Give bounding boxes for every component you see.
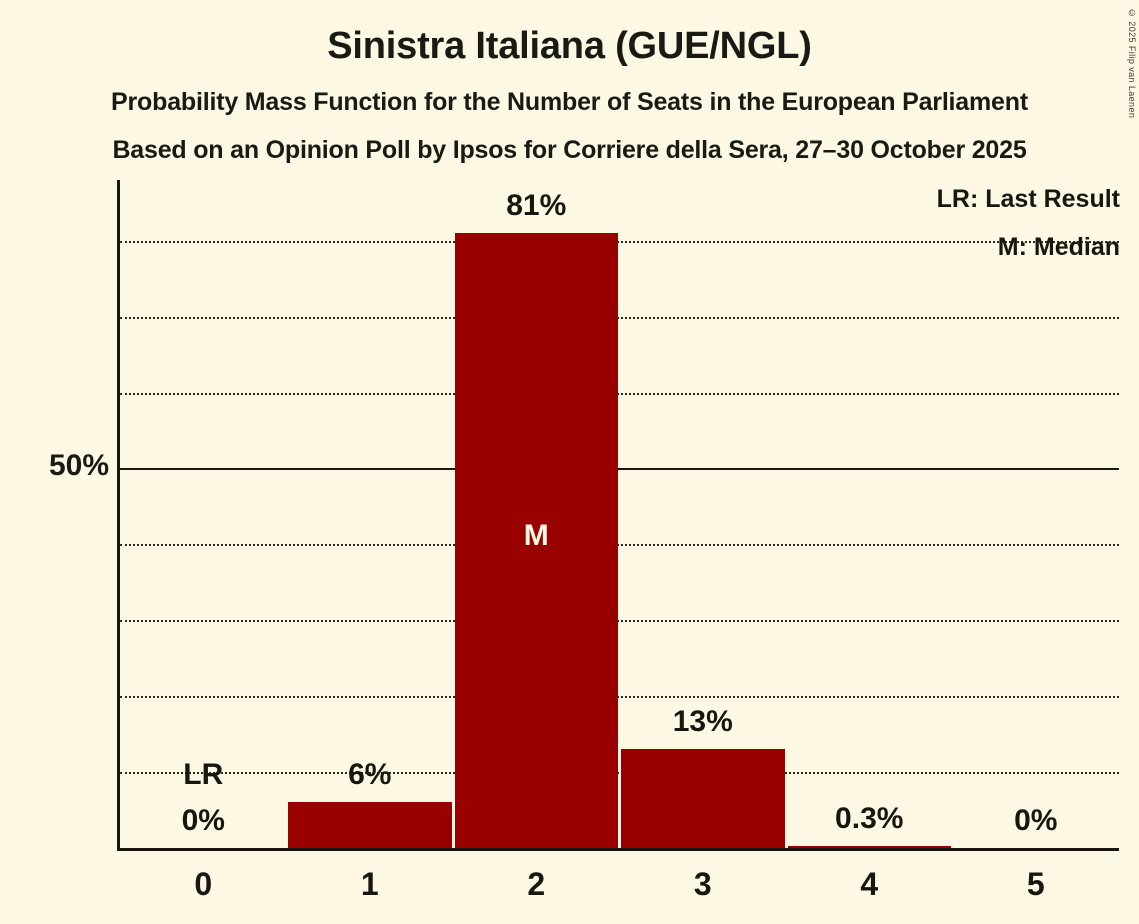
bar-seats-3 xyxy=(621,749,785,848)
y-axis-line xyxy=(117,180,120,851)
gridline xyxy=(120,696,1119,699)
gridline xyxy=(120,544,1119,547)
bar-seats-2 xyxy=(454,233,618,848)
x-axis-tick-0: 0 xyxy=(194,866,213,902)
copyright-notice: © 2025 Filip van Laenen xyxy=(1127,8,1137,119)
x-axis-tick-4: 4 xyxy=(860,866,879,902)
x-axis-tick-3: 3 xyxy=(693,866,712,902)
chart-subtitle-primary: Probability Mass Function for the Number… xyxy=(111,88,1028,116)
bar-seats-1 xyxy=(288,802,452,848)
x-axis-tick-1: 1 xyxy=(360,866,379,902)
bar-seats-4 xyxy=(787,845,951,848)
gridline-major xyxy=(120,468,1119,471)
chart-subtitle-secondary: Based on an Opinion Poll by Ipsos for Co… xyxy=(112,136,1027,164)
gridline xyxy=(120,316,1119,319)
bar-value-label-3: 13% xyxy=(672,705,733,739)
legend-item-last-result: LR: Last Result xyxy=(936,185,1120,213)
bar-value-label-1: 6% xyxy=(348,758,392,792)
marker-m-seats-2: M xyxy=(523,518,549,552)
bar-value-label-2: 81% xyxy=(506,189,567,223)
gridline xyxy=(120,240,1119,243)
page-title: Sinistra Italiana (GUE/NGL) xyxy=(327,25,812,67)
bar-value-label-0: 0% xyxy=(181,804,225,837)
x-axis-tick-2: 2 xyxy=(527,866,546,902)
gridline xyxy=(120,392,1119,395)
x-axis-tick-5: 5 xyxy=(1026,866,1045,902)
bar-value-label-4: 0.3% xyxy=(835,801,904,835)
legend-item-median: M: Median xyxy=(997,233,1120,261)
marker-lr-seats-0: LR xyxy=(183,758,224,791)
plot-area: 0% 6% 81% 13% 0.3% 0% LR M xyxy=(117,180,1119,851)
gridline xyxy=(120,772,1119,775)
y-axis-tick-label: 50% xyxy=(48,449,109,482)
gridline xyxy=(120,620,1119,623)
bar-value-label-5: 0% xyxy=(1014,804,1058,837)
x-axis-line xyxy=(117,848,1119,851)
